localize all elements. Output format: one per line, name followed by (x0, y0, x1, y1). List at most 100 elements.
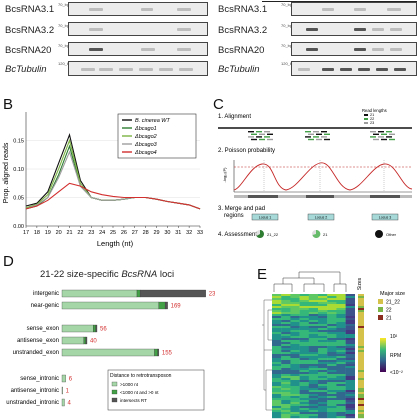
d-category-label: unstranded_exon (13, 350, 59, 356)
b-legend-label: B. cinerea WT (135, 118, 170, 124)
svg-text:Locus 2: Locus 2 (315, 216, 328, 220)
panel-c-step3b: regions (224, 213, 244, 219)
locus-2-box (307, 213, 335, 221)
panel-b-letter: B (3, 96, 14, 113)
blot-label-right-3: BcsRNA20 (218, 45, 265, 56)
panel-b-ylabel: Prop. aligned reads (3, 142, 10, 203)
panel-c-step2: 2. Poisson probability (218, 148, 275, 154)
panel-d-legend: Distance to retrotransposon >1000 nt <10… (107, 369, 205, 411)
legend-swatch-22 (378, 307, 383, 312)
assessment-pie-2: 21 (312, 229, 328, 238)
blot-image-right-2 (291, 22, 417, 36)
b-xtick-label: 32 (186, 230, 192, 236)
d-bar-segment (61, 348, 155, 357)
locus-1-box (251, 213, 279, 221)
d-category-label: unstranded_intronic (6, 400, 59, 406)
blot-image-left-4 (68, 61, 208, 76)
row-dendrogram (262, 299, 272, 411)
marker-right-1: 70_bp (281, 2, 293, 7)
blot-label-right-2: BcsRNA3.2 (218, 25, 268, 36)
d-category-label: antisense_intronic (11, 388, 59, 394)
b-xtick-label: 31 (175, 230, 181, 236)
d-bar-segment (61, 336, 85, 345)
b-legend-label: Δbcago1 (134, 126, 157, 132)
d-bar-segment (61, 398, 65, 407)
d-bar-segment (93, 324, 96, 333)
b-xtick-label: 28 (143, 230, 149, 236)
b-legend-label: Δbcago2 (134, 134, 157, 140)
d-bar-segment (158, 301, 166, 310)
blot-image-left-1 (68, 2, 208, 16)
d-bar-segment (61, 374, 66, 383)
marker-right-4: 120_bp (281, 61, 295, 66)
panel-b-chart: 0.00 0.05 0.10 0.15 17 18 19 20 21 22 23 24 25 26 27 28… (3, 112, 203, 248)
svg-text:<10⁻²: <10⁻² (390, 370, 403, 376)
b-xtick-label: 20 (56, 230, 62, 236)
d-category-label: sense_exon (27, 326, 59, 332)
b-ytick-label: 0.00 (13, 224, 24, 230)
blot-image-right-4 (291, 61, 417, 76)
panel-b-legend: B. cinerea WT Δbcago1 Δbcago2 Δbcago3 Δbcago… (117, 113, 197, 159)
d-bar-segment (139, 289, 206, 298)
d-bar-segment (136, 289, 141, 298)
d-category-label: antisense_exon (17, 338, 59, 344)
b-xtick-label: 26 (121, 230, 127, 236)
blot-divider-line (262, 1, 417, 2)
b-xtick-label: 18 (34, 230, 40, 236)
b-xtick-label: 23 (88, 230, 94, 236)
b-xtick-label: 30 (164, 230, 170, 236)
svg-text:10²: 10² (390, 334, 398, 340)
size-annotation-bar (358, 294, 364, 419)
legend-swatch-21 (378, 315, 383, 320)
d-value-label: 155 (162, 351, 173, 357)
d-bar-segment (61, 301, 160, 310)
d-bar-segment (154, 348, 158, 357)
b-ytick-label: 0.05 (13, 196, 24, 202)
aligned-reads (248, 131, 395, 141)
d-category-label: near-genic (31, 303, 59, 309)
svg-text:Locus 3: Locus 3 (379, 216, 392, 220)
blot-label-left-1: BcsRNA3.1 (5, 4, 55, 15)
panel-d-letter: D (3, 253, 14, 270)
panel-c-step4: 4. Assessment (218, 232, 257, 238)
svg-text:23: 23 (370, 121, 374, 125)
svg-text:<1000 nt and >0 nt: <1000 nt and >0 nt (120, 390, 159, 395)
b-ytick-label: 0.15 (13, 139, 24, 145)
svg-text:21: 21 (323, 232, 328, 237)
panel-c-step1: 1. Alignment (218, 114, 251, 120)
svg-text:21_22: 21_22 (386, 300, 400, 306)
locus-3-box (371, 213, 399, 221)
blot-label-right-1: BcsRNA3.1 (218, 4, 268, 15)
svg-text:22: 22 (370, 117, 374, 121)
b-xtick-label: 24 (99, 230, 105, 236)
d-bar-segment (61, 324, 94, 333)
panel-c-ylab: -log₁₀(P) (222, 167, 227, 183)
panel-d-chart: intergenic 230 near-genic 169 sense_exon 56 an… (6, 289, 215, 411)
d-value-label: 56 (100, 327, 107, 333)
marker-left-3: 70_bp (58, 43, 70, 48)
b-series-line (25, 182, 201, 210)
panel-b-xlabel: Length (nt) (97, 239, 134, 248)
marker-right-3: 70_bp (281, 43, 293, 48)
major-size-title: Major size (380, 291, 405, 297)
svg-text:21: 21 (386, 316, 392, 322)
panel-c-diagram: 1. Alignment Read lengths 21 22 23 2. Po… (218, 108, 413, 238)
d-value-label: 230 (209, 292, 215, 298)
d-bar-segment (157, 348, 160, 357)
read-lengths-legend: Read lengths 21 22 23 (362, 108, 387, 125)
assessment-pie-1: 21_22 (256, 230, 279, 238)
blot-label-right-4: BcTubulin (218, 64, 260, 75)
svg-text:intersects RT: intersects RT (120, 398, 147, 403)
blot-image-left-3 (68, 42, 208, 56)
heatmap-cells (272, 294, 355, 419)
b-xtick-label: 29 (153, 230, 159, 236)
b-xtick-label: 33 (197, 230, 203, 236)
svg-text:RPM: RPM (390, 353, 401, 359)
marker-left-4: 120_bp (58, 61, 72, 66)
rpm-color-scale (380, 338, 386, 372)
d-value-label: 1 (66, 389, 70, 395)
svg-text:Distance to retrotransposon: Distance to retrotransposon (110, 373, 172, 379)
svg-text:Locus 1: Locus 1 (259, 216, 272, 220)
svg-text:21_22: 21_22 (267, 232, 279, 237)
blot-label-left-2: BcsRNA3.2 (5, 25, 55, 36)
